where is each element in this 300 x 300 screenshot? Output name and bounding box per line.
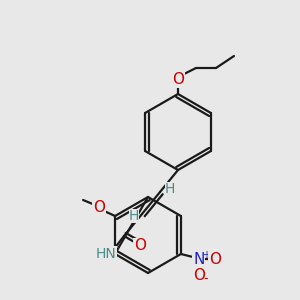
Text: H: H [165,182,175,196]
Text: O: O [134,238,146,253]
Text: O: O [93,200,105,215]
Text: O: O [193,268,205,283]
Text: O: O [209,251,221,266]
Text: H: H [129,209,139,223]
Text: O: O [172,73,184,88]
Text: N: N [193,251,205,266]
Text: +: + [202,250,210,260]
Text: -: - [204,272,208,286]
Text: HN: HN [96,247,116,261]
